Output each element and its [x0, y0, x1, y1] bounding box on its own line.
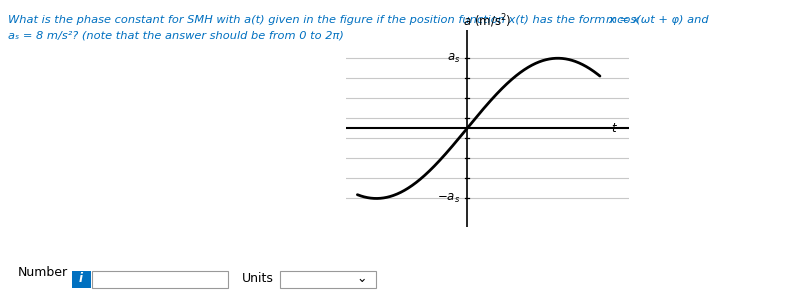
FancyBboxPatch shape [280, 271, 376, 288]
Text: What is the phase constant for SMH with a(t) given in the figure if the position: What is the phase constant for SMH with … [8, 15, 639, 25]
Text: $-a_s$: $-a_s$ [437, 192, 460, 205]
Text: $t$: $t$ [612, 122, 619, 135]
Text: aₛ = 8 m/s²? (note that the answer should be from 0 to 2π): aₛ = 8 m/s²? (note that the answer shoul… [8, 30, 344, 40]
FancyBboxPatch shape [72, 271, 90, 288]
Text: Number: Number [18, 265, 68, 278]
Text: $a_s$: $a_s$ [447, 52, 460, 65]
Text: Units: Units [242, 272, 274, 285]
Title: $a\ (\mathrm{m/s}^2)$: $a\ (\mathrm{m/s}^2)$ [463, 13, 512, 30]
FancyBboxPatch shape [91, 271, 227, 288]
Text: ⌄: ⌄ [357, 272, 367, 285]
Text: mcos(ωt + φ) and: mcos(ωt + φ) and [606, 15, 709, 25]
Text: i: i [79, 272, 83, 285]
